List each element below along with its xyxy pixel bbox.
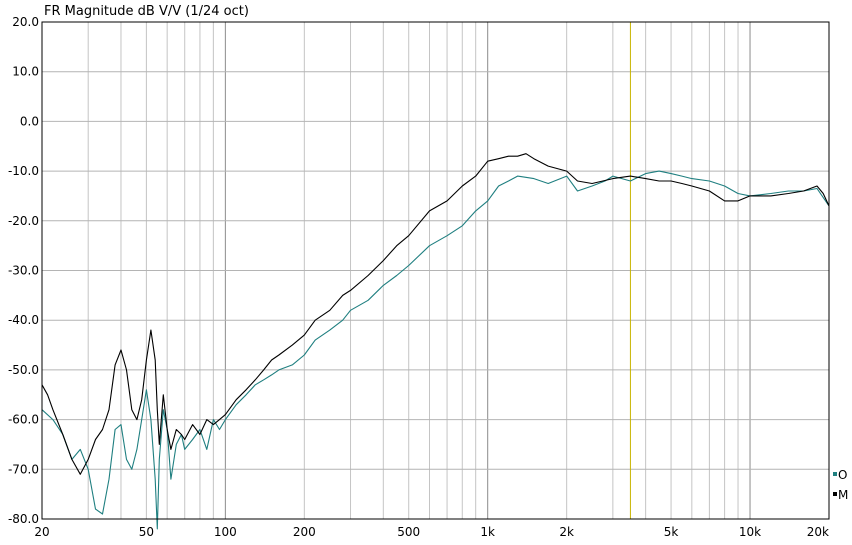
x-axis: 20 50 100 200 500 1k 2k 5k 10k 20k bbox=[34, 525, 829, 539]
series-layer bbox=[41, 153, 830, 530]
y-tick-label: 20.0 bbox=[12, 15, 39, 29]
x-tick-label: 500 bbox=[397, 525, 420, 539]
grid bbox=[42, 22, 829, 519]
x-tick-label: 10k bbox=[739, 525, 761, 539]
x-tick-label: 2k bbox=[559, 525, 574, 539]
series-line-m bbox=[41, 153, 830, 475]
y-axis: 20.0 10.0 0.0 -10.0 -20.0 -30.0 -40.0 -50.0 -60.… bbox=[8, 15, 39, 526]
x-tick-label: 20 bbox=[34, 525, 49, 539]
x-tick-label: 200 bbox=[293, 525, 316, 539]
legend-swatch[interactable] bbox=[833, 472, 837, 476]
legend-label[interactable]: M bbox=[838, 488, 848, 502]
x-tick-label: 1k bbox=[480, 525, 495, 539]
y-tick-label: 0.0 bbox=[20, 114, 39, 128]
legend-swatch[interactable] bbox=[833, 492, 837, 496]
y-tick-label: 10.0 bbox=[12, 65, 39, 79]
plot-area-border bbox=[41, 21, 830, 520]
x-tick-label: 5k bbox=[664, 525, 679, 539]
series-line-o bbox=[41, 170, 830, 530]
legend-label[interactable]: O bbox=[838, 468, 847, 482]
legend[interactable]: OM bbox=[833, 468, 848, 502]
x-tick-label: 50 bbox=[139, 525, 154, 539]
chart-title: FR Magnitude dB V/V (1/24 oct) bbox=[44, 4, 249, 19]
x-tick-label: 100 bbox=[214, 525, 237, 539]
y-tick-label: -50.0 bbox=[8, 363, 39, 377]
y-tick-label: -10.0 bbox=[8, 164, 39, 178]
y-tick-label: -20.0 bbox=[8, 214, 39, 228]
y-tick-label: -60.0 bbox=[8, 413, 39, 427]
y-tick-label: -80.0 bbox=[8, 512, 39, 526]
y-tick-label: -40.0 bbox=[8, 313, 39, 327]
y-tick-label: -70.0 bbox=[8, 462, 39, 476]
x-tick-label: 20k bbox=[807, 525, 829, 539]
y-tick-label: -30.0 bbox=[8, 264, 39, 278]
